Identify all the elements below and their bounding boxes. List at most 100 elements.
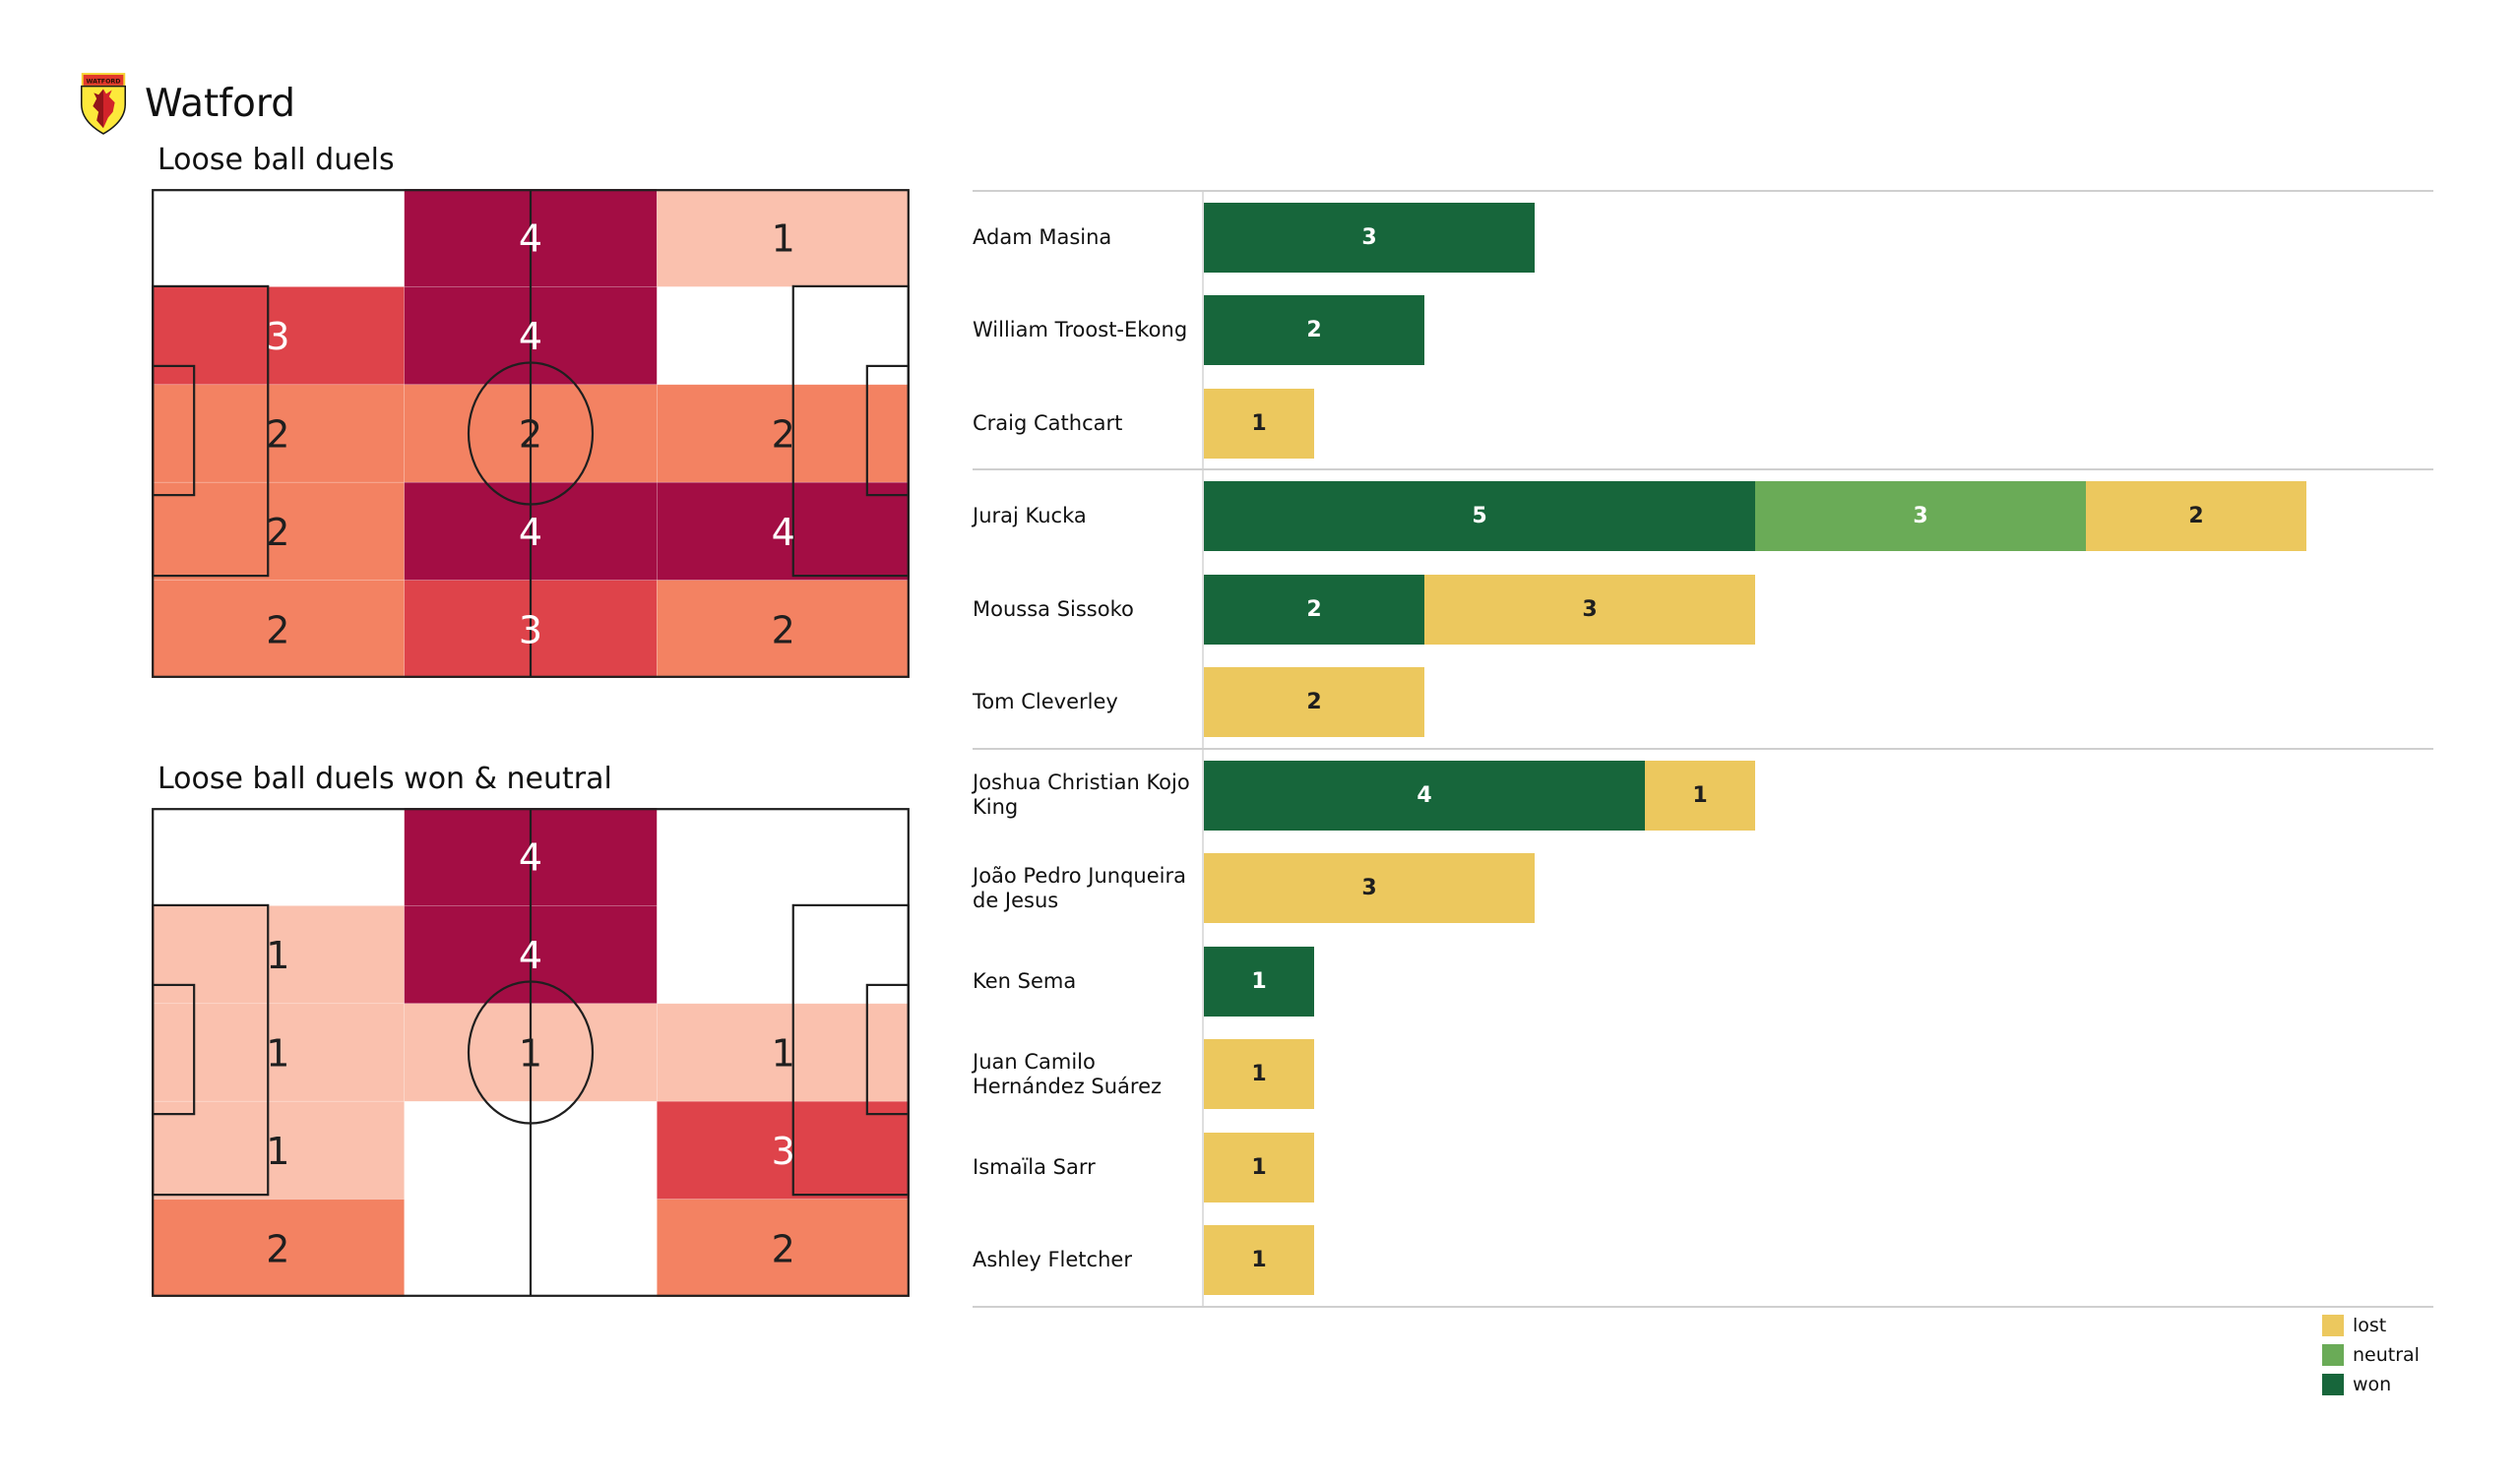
player-label: Joshua Christian Kojo King xyxy=(973,759,1203,832)
player-name: Adam Masina xyxy=(973,224,1112,249)
group-separator-line xyxy=(973,189,2433,192)
goal-area-left xyxy=(152,364,196,497)
bar-segment-lost: 1 xyxy=(1645,760,1755,831)
player-label: Tom Cleverley xyxy=(973,666,1203,739)
crest-hart-shadow xyxy=(93,89,103,129)
legend-item-neutral: neutral xyxy=(2322,1344,2420,1366)
player-label: Moussa Sissoko xyxy=(973,573,1203,646)
pitch-title-loose-ball-duels: Loose ball duels xyxy=(158,143,395,177)
player-label: Juan Camilo Hernández Suárez xyxy=(973,1038,1203,1111)
heat-cell-value: 3 xyxy=(266,315,289,358)
heat-cell-value: 2 xyxy=(772,1227,795,1270)
heat-cell xyxy=(152,580,405,678)
bar-segment-value: 3 xyxy=(1913,504,1928,528)
heat-cell-value: 2 xyxy=(266,1227,289,1270)
bar-segment-won: 1 xyxy=(1204,946,1314,1017)
heat-cell xyxy=(657,481,910,581)
bar-segment-lost: 2 xyxy=(1204,667,1424,737)
pitch-title-duels-won-neutral: Loose ball duels won & neutral xyxy=(158,762,612,796)
legend-swatch-won xyxy=(2322,1374,2344,1395)
bar-segment-value: 2 xyxy=(2188,504,2204,528)
legend-swatch-neutral xyxy=(2322,1344,2344,1366)
bar-segment-value: 1 xyxy=(1251,1248,1267,1272)
heat-cell-value: 2 xyxy=(266,511,289,554)
heatmap-loose-ball-duels: 4 1 3 4 2 2 2 2 4 4 2 3 2 xyxy=(152,189,910,678)
bar-segment-lost: 1 xyxy=(1204,388,1314,459)
team-name: Watford xyxy=(145,82,295,126)
heatmap-duels-won-neutral: 4 1 4 1 1 1 1 3 2 2 xyxy=(152,808,910,1297)
bar-segment-lost: 1 xyxy=(1204,1225,1314,1295)
heat-cell-value: 4 xyxy=(519,315,542,358)
bar-segment-value: 3 xyxy=(1582,596,1598,622)
player-name: Ken Sema xyxy=(973,968,1077,993)
player-label: João Pedro Junqueira de Jesus xyxy=(973,852,1203,925)
watford-crest-icon: WATFORD xyxy=(80,73,127,135)
legend-label: won xyxy=(2353,1374,2392,1395)
heat-cell-value: 4 xyxy=(519,511,542,554)
bar-segment-value: 5 xyxy=(1472,504,1487,528)
group-separator-line xyxy=(973,747,2433,750)
heat-cell xyxy=(657,1199,910,1297)
heat-cell xyxy=(152,1100,405,1200)
player-label: William Troost-Ekong xyxy=(973,294,1203,367)
player-label: Craig Cathcart xyxy=(973,387,1203,460)
bar-segment-won: 3 xyxy=(1204,202,1535,273)
crest-banner-text: WATFORD xyxy=(87,79,121,86)
heat-cell xyxy=(657,1100,910,1200)
legend-item-lost: lost xyxy=(2322,1315,2386,1336)
player-name: João Pedro Junqueira de Jesus xyxy=(973,863,1187,912)
bar-segment-lost: 2 xyxy=(2086,481,2306,551)
bar-segment-value: 2 xyxy=(1306,318,1322,342)
player-name: Craig Cathcart xyxy=(973,410,1123,435)
player-name: Ashley Fletcher xyxy=(973,1248,1132,1271)
player-name: Juraj Kucka xyxy=(973,504,1087,527)
bar-segment-won: 2 xyxy=(1204,295,1424,365)
heat-cell xyxy=(657,580,910,678)
bar-segment-value: 1 xyxy=(1692,782,1708,808)
heat-cell-value: 2 xyxy=(772,413,795,457)
bar-segment-value: 1 xyxy=(1251,968,1267,994)
bar-segment-won: 4 xyxy=(1204,760,1645,831)
heat-cell-value: 3 xyxy=(519,608,542,651)
heat-cell-value: 2 xyxy=(519,413,542,457)
bar-segment-value: 1 xyxy=(1251,1154,1267,1180)
bar-segment-lost: 1 xyxy=(1204,1132,1314,1202)
bar-segment-value: 2 xyxy=(1306,690,1322,714)
bar-segment-value: 4 xyxy=(1417,782,1432,808)
heat-cell-value: 1 xyxy=(772,1032,795,1076)
heat-cell xyxy=(152,1199,405,1297)
heat-cell-value: 1 xyxy=(519,1032,542,1076)
heat-cell-value: 1 xyxy=(266,934,289,977)
bar-segment-lost: 1 xyxy=(1204,1039,1314,1109)
heat-cell-value: 4 xyxy=(519,934,542,977)
heat-cell-value: 1 xyxy=(772,217,795,261)
heat-cell-value: 3 xyxy=(772,1130,795,1173)
goal-area-right xyxy=(865,364,910,497)
player-name: Tom Cleverley xyxy=(973,690,1118,713)
heat-cell xyxy=(152,481,405,581)
heat-cell-value: 2 xyxy=(266,608,289,651)
heat-cell-value: 1 xyxy=(266,1032,289,1076)
heat-cell-value: 4 xyxy=(519,836,542,880)
player-label: Adam Masina xyxy=(973,201,1203,274)
bar-segment-won: 5 xyxy=(1204,481,1755,551)
bar-segment-value: 2 xyxy=(1306,596,1322,622)
bar-segment-value: 1 xyxy=(1251,410,1267,436)
player-label: Juraj Kucka xyxy=(973,480,1203,553)
legend-swatch-lost xyxy=(2322,1315,2344,1336)
group-separator-line xyxy=(973,468,2433,471)
bar-segment-value: 3 xyxy=(1361,876,1377,900)
legend-item-won: won xyxy=(2322,1374,2391,1395)
bar-segment-lost: 3 xyxy=(1424,574,1755,645)
player-name: Ismaïla Sarr xyxy=(973,1154,1096,1179)
player-label: Ashley Fletcher xyxy=(973,1224,1203,1297)
player-name: Moussa Sissoko xyxy=(973,596,1134,621)
player-name: William Troost-Ekong xyxy=(973,318,1188,341)
player-label: Ismaïla Sarr xyxy=(973,1131,1203,1203)
heat-cell xyxy=(657,189,910,287)
bar-segment-value: 1 xyxy=(1251,1062,1267,1086)
center-circle xyxy=(467,980,595,1125)
heat-cell-value: 4 xyxy=(772,511,795,554)
center-circle xyxy=(467,361,595,506)
